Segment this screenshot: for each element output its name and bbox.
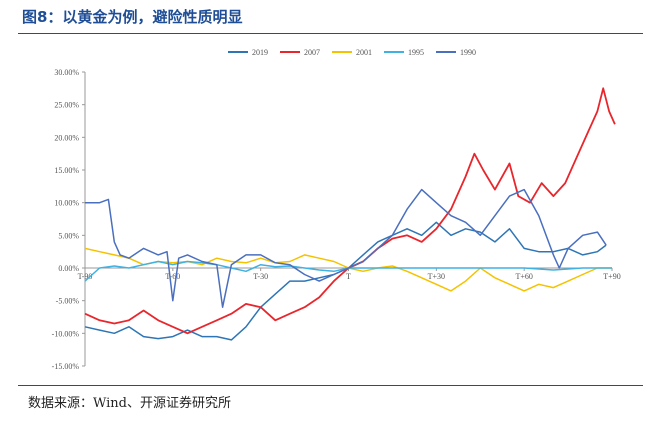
source-note: 数据来源：Wind、开源证券研究所 <box>28 396 231 411</box>
legend-label-1995: 1995 <box>408 48 424 57</box>
y-tick-label: 0.00% <box>58 264 79 273</box>
figure-title: 图8：以黄金为例，避险性质明显 <box>22 8 243 26</box>
x-tick-label: T+30 <box>428 272 445 281</box>
x-tick-label: T+90 <box>603 272 620 281</box>
x-tick-label: T-90 <box>78 272 93 281</box>
legend-label-1990: 1990 <box>460 48 476 57</box>
line-chart: 2019 2007 2001 1995 1990 30.00% 25.00% 20.00% 1… <box>52 48 621 371</box>
x-tick-label: T-30 <box>253 272 268 281</box>
series-line-2007 <box>84 87 616 335</box>
legend-label-2019: 2019 <box>252 48 268 57</box>
x-tick-label: T <box>346 272 351 281</box>
y-tick-label: -5.00% <box>56 297 80 306</box>
series-line-1995 <box>84 260 612 282</box>
y-tick-label: 30.00% <box>54 68 79 77</box>
chart-axes: 30.00% 25.00% 20.00% 15.00% 10.00% 5.00% 0.00%… <box>52 68 621 371</box>
y-tick-label: 25.00% <box>54 101 79 110</box>
legend-label-2001: 2001 <box>356 48 372 57</box>
y-tick-label: 5.00% <box>58 231 79 240</box>
title-divider <box>18 33 643 34</box>
chart-series <box>84 87 616 341</box>
y-tick-label: 20.00% <box>54 133 79 142</box>
chart-legend: 2019 2007 2001 1995 1990 <box>228 48 476 57</box>
series-line-1990 <box>85 188 607 308</box>
y-tick-label: -15.00% <box>52 362 80 371</box>
x-tick-label: T-60 <box>165 272 180 281</box>
x-tick-label: T+60 <box>515 272 532 281</box>
y-tick-label: 10.00% <box>54 199 79 208</box>
footer-divider <box>18 385 643 386</box>
y-tick-label: -10.00% <box>52 329 80 338</box>
y-tick-label: 15.00% <box>54 166 79 175</box>
legend-label-2007: 2007 <box>304 48 320 57</box>
